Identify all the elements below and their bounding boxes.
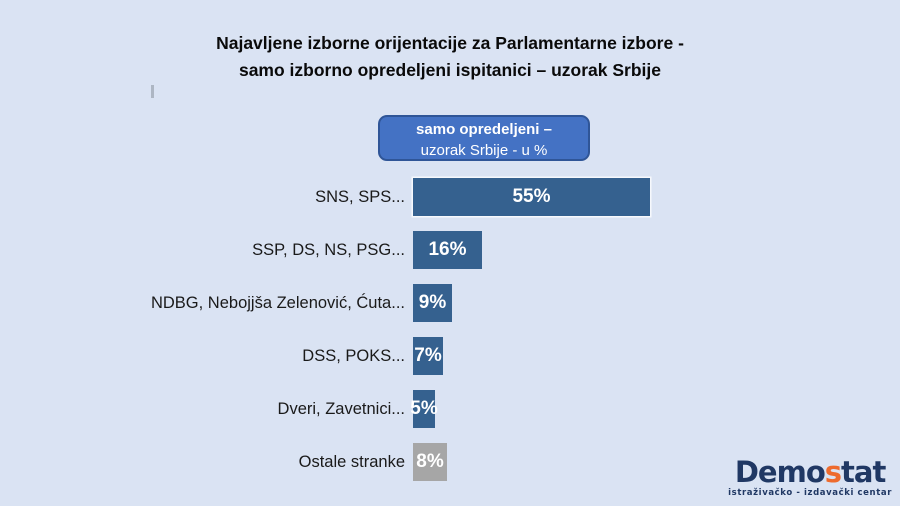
chart-title-line2: samo izborno opredeljeni ispitanici – uz…	[238, 60, 662, 80]
bar-row-label: Dveri, Zavetnici...	[277, 399, 405, 418]
demostat-logo: Demostat istraživačko - izdavački centar	[728, 458, 892, 499]
bar: 9%	[413, 284, 452, 322]
bar-value-label: 9%	[418, 292, 447, 313]
bar-value-label: 16%	[428, 239, 467, 260]
bar-row-label: NDBG, Nebojjša Zelenović, Ćuta...	[150, 293, 405, 312]
demostat-logo-wordmark: Demostat	[728, 458, 892, 487]
legend-line2: uzorak Srbije - u %	[420, 142, 548, 159]
bar-row-label: SNS, SPS...	[315, 187, 405, 206]
legend-box: samo opredeljeni – uzorak Srbije - u %	[378, 115, 590, 161]
bar: 16%	[413, 231, 482, 269]
bar-row: SNS, SPS... 55%	[0, 178, 900, 216]
demostat-logo-tagline: istraživačko - izdavački centar	[728, 488, 892, 498]
bar: 8%	[413, 443, 447, 481]
logo-accent-letter: s	[824, 455, 842, 489]
bar-row-label: SSP, DS, NS, PSG...	[252, 240, 405, 259]
logo-part1: Demo	[734, 455, 826, 489]
chart-title-line1: Najavljene izborne orijentacije za Parla…	[216, 33, 684, 53]
bar-row: SSP, DS, NS, PSG... 16%	[0, 231, 900, 269]
logo-part3: tat	[841, 455, 886, 489]
bar-row-label: DSS, POKS...	[302, 346, 405, 365]
text-cursor-artifact	[151, 85, 154, 98]
chart-title: Najavljene izborne orijentacije za Parla…	[0, 30, 900, 84]
bar: 55%	[413, 178, 650, 216]
bar-value-label: 5%	[410, 398, 438, 419]
bar: 5%	[410, 390, 438, 428]
bar-chart: SNS, SPS... 55% SSP, DS, NS, PSG... 16% …	[0, 178, 900, 496]
bar-value-label: 55%	[512, 186, 551, 207]
bar-value-label: 7%	[414, 345, 442, 366]
legend-line1: samo opredeljeni –	[416, 121, 552, 138]
bar-row: Ostale stranke 8%	[0, 443, 900, 481]
bar: 7%	[413, 337, 443, 375]
bar-row: Dveri, Zavetnici... 5%	[0, 390, 900, 428]
bar-row-label: Ostale stranke	[298, 452, 405, 471]
bar-value-label: 8%	[416, 451, 444, 472]
bar-row: DSS, POKS... 7%	[0, 337, 900, 375]
bar-row: NDBG, Nebojjša Zelenović, Ćuta... 9%	[0, 284, 900, 322]
